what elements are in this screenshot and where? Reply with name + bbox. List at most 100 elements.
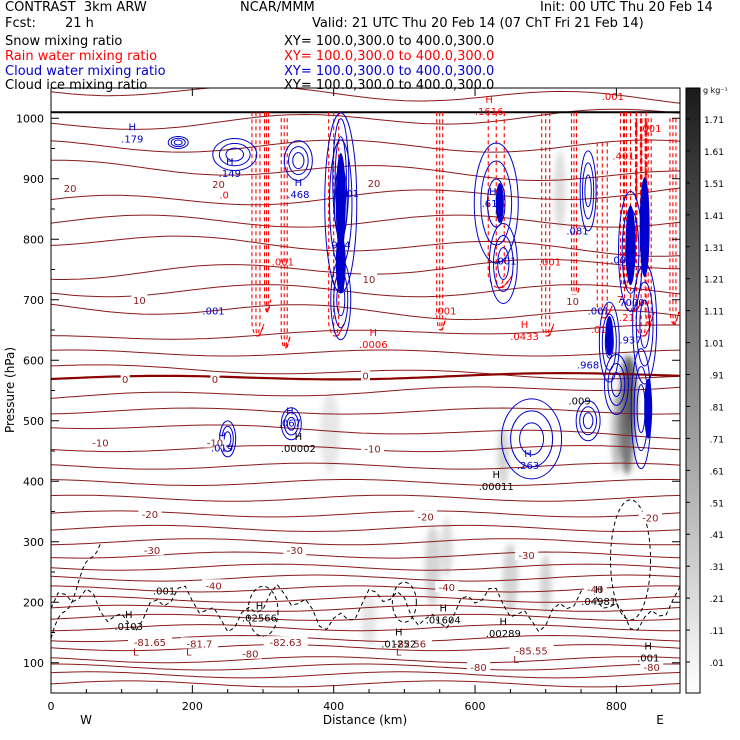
label-background: [202, 579, 226, 591]
extremum-mark: H: [485, 95, 493, 106]
temperature-label: -10: [92, 439, 108, 450]
extremum-mark: L: [513, 655, 519, 666]
extremum-mark: H: [256, 602, 264, 613]
rain-contour: [336, 112, 345, 337]
cloud-ice-contour: [51, 583, 680, 633]
temperature-label: -20: [142, 510, 158, 521]
west-endpoint: W: [80, 713, 92, 727]
isotherm: [51, 407, 680, 415]
extremum-value: .001: [637, 653, 659, 664]
extremum-mark: H: [489, 187, 497, 198]
isotherm: [51, 604, 680, 612]
field-xy-cloud-water: XY= 100.0,300.0 to 400.0,300.0: [284, 64, 495, 79]
temperature-labels: -80 -80 -80 -81.65 -81.7 -82.63 -82.56 -85.55 -4…: [62, 176, 664, 674]
cloud-water-contour: [167, 135, 189, 149]
cloud-water-contour: [225, 147, 245, 162]
isotherm: [51, 139, 680, 153]
isotherm: [51, 303, 680, 321]
x-tick-label: 600: [465, 700, 486, 713]
snow-plume: [502, 543, 519, 614]
label-background: [263, 636, 308, 648]
extremum-mark: L: [186, 647, 192, 658]
field-xy-snow: XY= 100.0,300.0 to 400.0,300.0: [284, 34, 495, 49]
field-name-cloud-ice: Cloud ice mixing ratio: [5, 78, 148, 93]
label-background: [640, 660, 664, 672]
extremum-value: .0006: [359, 340, 388, 351]
extremum-value: .001: [494, 257, 516, 268]
extremum-mark: H: [644, 641, 652, 652]
extremum-mark: H: [295, 178, 303, 189]
x-tick-label: 0: [48, 700, 55, 713]
rain-contour: [573, 112, 580, 301]
cloud-water-contour: [510, 410, 554, 468]
colorbar-tick-label: .01: [710, 659, 724, 669]
cloud-water-contour: [286, 416, 296, 431]
extremum-value: .0433: [510, 332, 539, 343]
extremum-value: .149: [219, 169, 241, 180]
isotherm: [51, 235, 680, 257]
x-axis-label: Distance (km): [323, 713, 407, 727]
cloud-water-contour: [603, 353, 629, 415]
rain-contour: [674, 118, 680, 325]
label-background: [583, 582, 607, 594]
cloud-water-contour: [582, 412, 594, 430]
rain-contour: [264, 112, 272, 313]
isotherm: [51, 324, 680, 340]
extremum-mark: H: [218, 432, 226, 443]
label-background: [210, 178, 227, 190]
rain-contours: [251, 112, 680, 349]
cloud-water-contour: [582, 162, 595, 220]
rain-contour: [266, 112, 272, 313]
extremum-mark: H: [500, 617, 508, 628]
extremum-value: .01: [591, 325, 607, 336]
extremum-value: .001: [202, 306, 224, 317]
extremum-value: .009: [569, 396, 591, 407]
extremum-value: .263: [517, 461, 539, 472]
rain-contour: [669, 118, 680, 325]
colorbar-tick-label: .61: [710, 467, 724, 477]
cloud-water-contour: [519, 422, 545, 456]
forecast-value: 21 h: [65, 16, 94, 31]
temperature-label: -30: [518, 551, 534, 562]
y-tick-label: 900: [23, 173, 44, 186]
cloud-water-contour: [488, 222, 518, 304]
extremum-mark: L: [396, 647, 402, 658]
cloud-water-contour: [575, 400, 601, 442]
label-background: [138, 507, 162, 519]
colorbar: [685, 87, 701, 694]
extremum-mark: H: [595, 585, 603, 596]
temperature-label: 20: [212, 180, 225, 191]
field-name-snow: Snow mixing ratio: [5, 34, 123, 49]
extremum-value: .081: [566, 226, 588, 237]
temperature-label: -40: [205, 581, 221, 592]
colorbar-tick-label: .71: [710, 435, 724, 445]
snow-shading: [320, 150, 637, 646]
colorbar-tick-label: 1.31: [704, 244, 724, 254]
plot-title: CONTRAST 3km ARW: [5, 0, 147, 15]
y-tick-label: 700: [23, 294, 44, 307]
cloud-ice-contour: [391, 581, 417, 623]
extremum-value: .401: [612, 151, 634, 162]
snow-plume: [553, 150, 566, 231]
cloud-water-contour: [473, 142, 519, 264]
temperature-label: -20: [417, 512, 433, 523]
cloud-water-contour: [601, 313, 617, 371]
isotherm: [51, 159, 680, 182]
colorbar-tick-label: .81: [710, 403, 724, 413]
east-endpoint: E: [656, 713, 664, 727]
temperature-label: -81.7: [186, 639, 212, 650]
cloud-water-contour: [579, 150, 597, 232]
cloud-water-contour: [170, 137, 186, 148]
extremum-value: .001: [434, 306, 456, 317]
colorbar-tick-label: .41: [710, 531, 724, 541]
snow-plume: [611, 392, 622, 473]
extremum-mark: H: [395, 628, 403, 639]
y-tick-label: 400: [23, 475, 44, 488]
snow-plume: [440, 517, 453, 578]
y-tick-label: 600: [23, 354, 44, 367]
extremum-value: .179: [121, 134, 143, 145]
cloud-ice-contour: [610, 499, 652, 621]
isotherm: [51, 585, 680, 593]
cloud-water-contour: [283, 140, 313, 182]
